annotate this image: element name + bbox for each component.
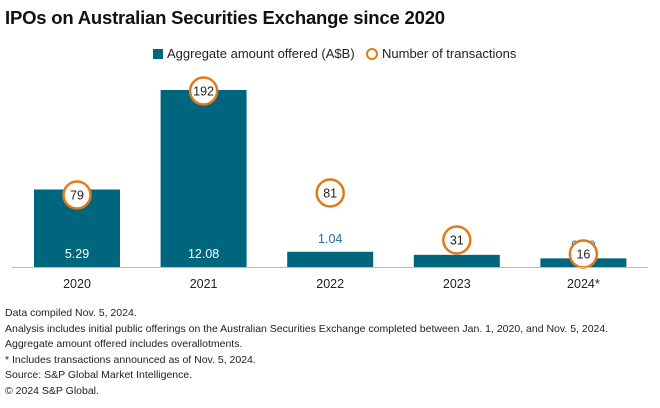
transaction-count-label: 16	[576, 248, 590, 262]
legend-swatch-bar	[153, 48, 163, 59]
transaction-marker	[442, 225, 472, 255]
legend-item-amount: Aggregate amount offered (A$B)	[153, 46, 355, 61]
transaction-marker	[188, 76, 219, 106]
bar	[287, 251, 374, 267]
bar-value-label: 12.08	[188, 247, 219, 261]
bar-value-label: 1.04	[318, 232, 342, 246]
x-tick-label: 2020	[63, 277, 91, 291]
chart-title: IPOs on Australian Securities Exchange s…	[5, 7, 445, 28]
bar	[413, 254, 500, 267]
note-line: © 2024 S&P Global.	[5, 384, 99, 397]
legend-swatch-circle	[366, 47, 378, 60]
transaction-marker	[62, 180, 92, 210]
legend-label-amount: Aggregate amount offered (A$B)	[167, 46, 355, 61]
transaction-count-label: 192	[193, 85, 214, 99]
chart-plot: 5.2979202012.0819220211.048120220.833120…	[12, 76, 648, 291]
note-line: * Includes transactions announced as of …	[5, 353, 256, 366]
bar-value-label: 5.29	[65, 247, 89, 261]
bar	[160, 90, 247, 267]
note-line: Source: S&P Global Market Intelligence.	[5, 369, 193, 382]
x-tick-label: 2024*	[567, 277, 600, 291]
note-line: Data compiled Nov. 5, 2024.	[5, 307, 137, 319]
transaction-count-label: 79	[70, 189, 84, 203]
transaction-count-label: 81	[323, 187, 337, 201]
note-line: Analysis includes initial public offerin…	[5, 322, 609, 335]
legend-item-transactions: Number of transactions	[366, 46, 516, 61]
x-tick-label: 2023	[443, 277, 471, 291]
transaction-count-label: 31	[450, 234, 464, 248]
note-line: Aggregate amount offered includes overal…	[5, 338, 243, 351]
x-tick-label: 2022	[316, 277, 344, 291]
transaction-marker	[315, 178, 345, 208]
chart-notes: Data compiled Nov. 5, 2024. Analysis inc…	[5, 306, 608, 400]
chart-legend: Aggregate amount offered (A$B) Number of…	[0, 46, 660, 66]
x-tick-label: 2021	[190, 277, 218, 291]
legend-label-transactions: Number of transactions	[382, 46, 517, 61]
